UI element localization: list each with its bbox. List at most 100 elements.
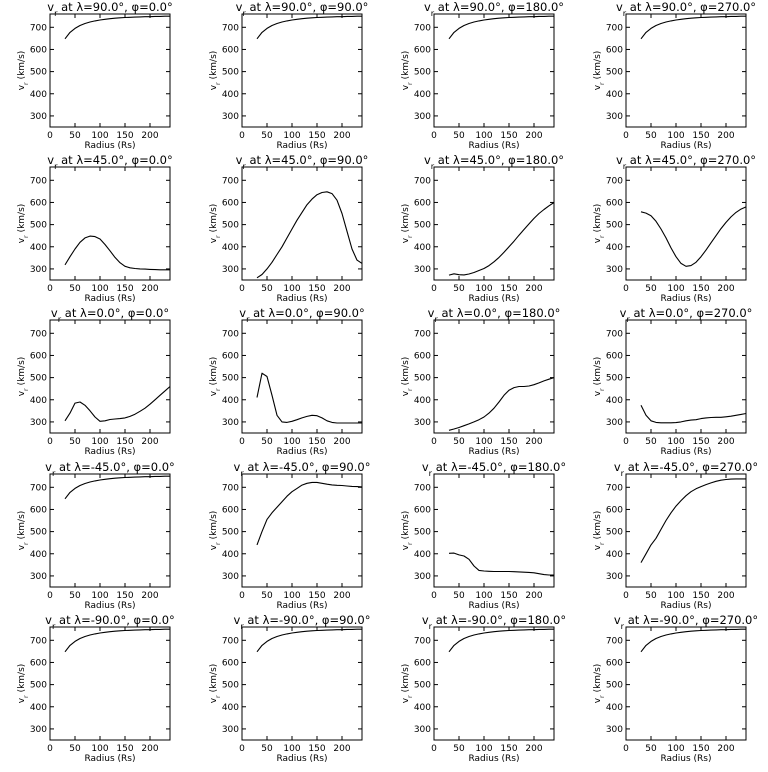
- y-tick-label: 700: [414, 176, 431, 186]
- y-tick-label: 500: [414, 528, 431, 538]
- y-tick-label: 300: [30, 725, 47, 735]
- panel-title: vr at λ=-45.0°, φ=0.0°: [45, 460, 175, 478]
- x-axis-label: Radius (Rs): [276, 754, 327, 764]
- x-tick-label: 150: [308, 744, 325, 754]
- panel-title: vr at λ=-90.0°, φ=0.0°: [45, 613, 175, 631]
- series-line: [64, 475, 170, 500]
- y-tick-label: 500: [606, 68, 623, 78]
- y-tick-label: 700: [606, 483, 623, 493]
- plot-frame: [433, 166, 555, 281]
- x-tick-label: 0: [623, 591, 629, 601]
- panel-title: vr at λ=45.0°, φ=90.0°: [236, 153, 369, 171]
- x-axis-label: Radius (Rs): [660, 754, 711, 764]
- x-tick-label: 150: [692, 437, 709, 447]
- x-tick-label: 100: [475, 437, 492, 447]
- y-tick-label: 600: [606, 505, 623, 515]
- x-tick-label: 0: [239, 744, 245, 754]
- plot-frame: [433, 626, 555, 741]
- series-line: [64, 628, 170, 653]
- x-tick-label: 50: [453, 744, 465, 754]
- x-tick-label: 50: [453, 131, 465, 141]
- y-tick-label: 300: [606, 572, 623, 582]
- y-axis-label: vr (km/s): [401, 204, 414, 244]
- x-tick-label: 50: [69, 437, 81, 447]
- y-tick-label: 300: [30, 112, 47, 122]
- chart-panel: vr at λ=90.0°, φ=180.0° 0 50 100 150 200 300 40…: [401, 0, 564, 151]
- y-tick-label: 500: [222, 681, 239, 691]
- y-tick-label: 600: [414, 198, 431, 208]
- x-tick-label: 50: [453, 437, 465, 447]
- y-tick-label: 500: [222, 374, 239, 384]
- y-tick-label: 700: [222, 329, 239, 339]
- x-tick-label: 0: [431, 284, 437, 294]
- chart-panel: vr at λ=0.0°, φ=270.0° 0 50 100 150 200 300 400…: [593, 306, 752, 457]
- y-axis-label: vr (km/s): [401, 357, 414, 397]
- y-axis-label: vr (km/s): [17, 664, 30, 704]
- chart-panel: vr at λ=-45.0°, φ=270.0° 0 50 100 150 200 300 4…: [593, 460, 758, 611]
- chart-panel: vr at λ=45.0°, φ=90.0° 0 50 100 150 200 300 400…: [209, 153, 368, 304]
- plot-frame: [433, 473, 555, 588]
- x-tick-label: 100: [91, 744, 108, 754]
- y-tick-label: 300: [414, 112, 431, 122]
- y-tick-label: 500: [30, 374, 47, 384]
- x-tick-label: 100: [283, 284, 300, 294]
- x-tick-label: 100: [91, 591, 108, 601]
- x-tick-label: 150: [116, 284, 133, 294]
- x-axis-label: Radius (Rs): [84, 141, 135, 151]
- chart-panel: vr at λ=-90.0°, φ=180.0° 0 50 100 150 200 300 4…: [401, 613, 566, 764]
- panel-title: vr at λ=90.0°, φ=0.0°: [47, 0, 173, 18]
- x-tick-label: 100: [91, 284, 108, 294]
- y-tick-label: 300: [414, 572, 431, 582]
- y-tick-label: 500: [30, 221, 47, 231]
- series-line: [448, 377, 555, 431]
- x-axis-label: Radius (Rs): [468, 447, 519, 457]
- x-tick-label: 100: [91, 131, 108, 141]
- x-tick-label: 200: [525, 131, 542, 141]
- y-tick-label: 400: [414, 703, 431, 713]
- x-tick-label: 200: [141, 591, 158, 601]
- x-tick-label: 100: [475, 284, 492, 294]
- panel-title: vr at λ=90.0°, φ=180.0°: [424, 0, 564, 18]
- panel-title: vr at λ=0.0°, φ=0.0°: [51, 306, 169, 324]
- series-line: [640, 405, 747, 424]
- x-tick-label: 50: [261, 744, 273, 754]
- x-tick-label: 50: [69, 591, 81, 601]
- plot-frame: [49, 319, 171, 434]
- panel-title: vr at λ=90.0°, φ=90.0°: [236, 0, 369, 18]
- y-axis-label: vr (km/s): [17, 51, 30, 91]
- y-tick-label: 500: [606, 374, 623, 384]
- x-tick-label: 100: [667, 131, 684, 141]
- y-axis-label: vr (km/s): [209, 357, 222, 397]
- y-tick-label: 300: [222, 572, 239, 582]
- x-tick-label: 100: [283, 744, 300, 754]
- series-line: [256, 372, 362, 424]
- y-tick-label: 400: [30, 396, 47, 406]
- y-axis-label: vr (km/s): [401, 664, 414, 704]
- y-tick-label: 700: [222, 23, 239, 33]
- y-tick-label: 700: [414, 23, 431, 33]
- chart-panel: vr at λ=90.0°, φ=0.0° 0 50 100 150 200 300 400 5…: [17, 0, 173, 151]
- y-tick-label: 300: [606, 725, 623, 735]
- y-tick-label: 600: [222, 658, 239, 668]
- x-tick-label: 50: [69, 284, 81, 294]
- x-tick-label: 100: [667, 437, 684, 447]
- plot-frame: [241, 473, 363, 588]
- y-tick-label: 700: [606, 329, 623, 339]
- y-tick-label: 400: [222, 703, 239, 713]
- y-tick-label: 500: [30, 68, 47, 78]
- x-tick-label: 50: [645, 437, 657, 447]
- x-tick-label: 0: [47, 744, 53, 754]
- y-tick-label: 500: [30, 681, 47, 691]
- plot-frame: [49, 473, 171, 588]
- panel-title: vr at λ=0.0°, φ=270.0°: [620, 306, 753, 324]
- y-tick-label: 500: [414, 68, 431, 78]
- y-tick-label: 500: [222, 528, 239, 538]
- x-tick-label: 100: [283, 591, 300, 601]
- x-tick-label: 150: [692, 591, 709, 601]
- plot-frame: [625, 473, 747, 588]
- x-tick-label: 200: [141, 131, 158, 141]
- panel-title: vr at λ=-45.0°, φ=180.0°: [422, 460, 566, 478]
- y-tick-label: 300: [30, 265, 47, 275]
- y-axis-label: vr (km/s): [209, 511, 222, 551]
